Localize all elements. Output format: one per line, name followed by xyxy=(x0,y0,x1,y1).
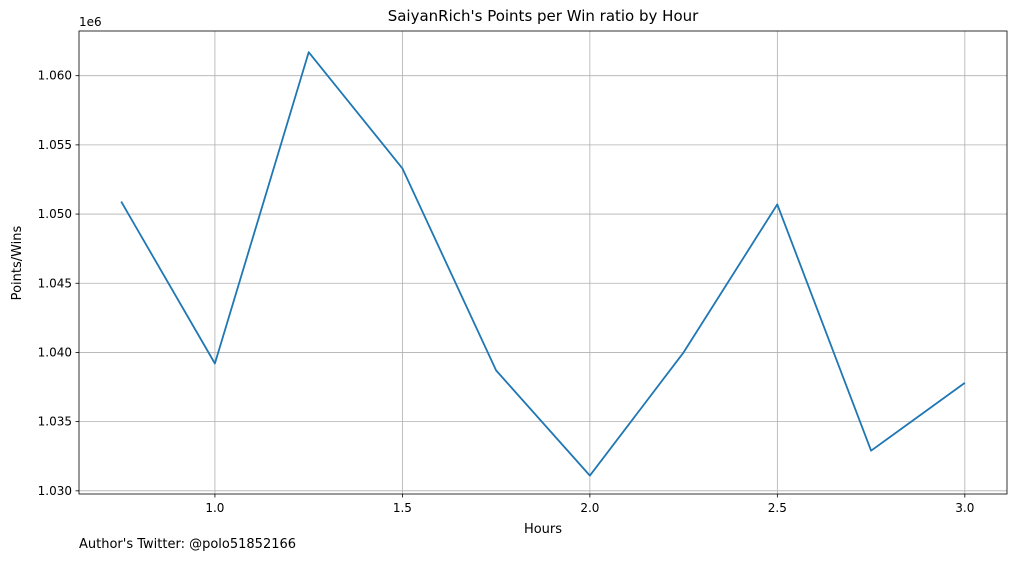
y-tick-label: 1.040 xyxy=(38,345,72,359)
y-axis-offset-label: 1e6 xyxy=(79,15,102,29)
y-tick-label: 1.055 xyxy=(38,138,72,152)
x-tick-label: 3.0 xyxy=(955,501,974,515)
x-tick-label: 1.0 xyxy=(205,501,224,515)
x-axis-label: Hours xyxy=(524,522,562,537)
x-tick-label: 1.5 xyxy=(393,501,412,515)
y-tick-label: 1.035 xyxy=(38,415,72,429)
grid-lines xyxy=(79,31,1007,494)
axis-ticks: 1.0 1.5 2.0 2.5 3.0 1.030 1.035 1.040 1.045 1.050… xyxy=(38,69,975,515)
y-tick-label: 1.030 xyxy=(38,484,72,498)
y-tick-label: 1.060 xyxy=(38,69,72,83)
y-tick-label: 1.045 xyxy=(38,276,72,290)
plot-frame xyxy=(78,30,1008,495)
x-tick-label: 2.5 xyxy=(768,501,787,515)
y-axis-label: Points/Wins xyxy=(10,225,25,300)
author-footnote: Author's Twitter: @polo51852166 xyxy=(79,537,297,552)
y-tick-label: 1.050 xyxy=(38,207,72,221)
chart-title: SaiyanRich's Points per Win ratio by Hou… xyxy=(388,7,699,25)
x-tick-label: 2.0 xyxy=(580,501,599,515)
series-group xyxy=(120,51,966,477)
series-line xyxy=(120,51,966,477)
